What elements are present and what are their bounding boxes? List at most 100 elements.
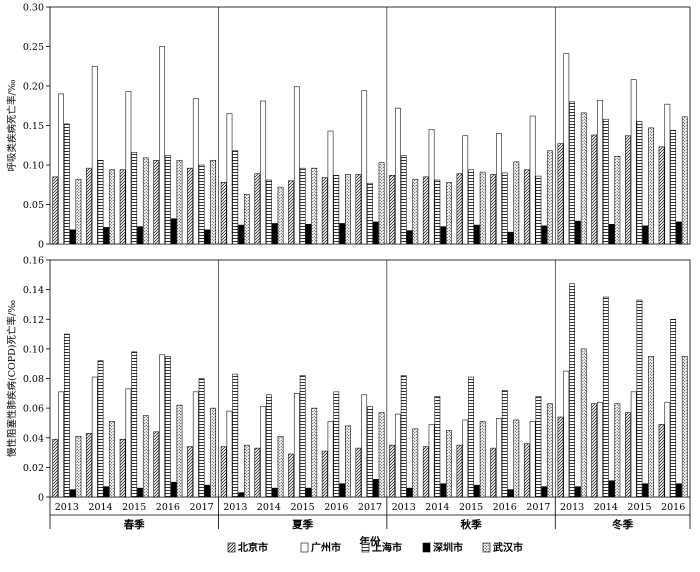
bar-上海市-4 [198, 378, 205, 498]
bar-武汉市-2 [142, 415, 149, 498]
season-label: 春季 [124, 518, 145, 531]
bar-武汉市-3 [176, 159, 183, 245]
bar-广州市-4 [192, 98, 199, 245]
bar-广州市-10 [395, 107, 401, 245]
bar-深圳市-0 [69, 489, 76, 498]
bar-北京市-18 [658, 424, 665, 498]
x-tick-label: 2016 [493, 502, 517, 513]
bar-北京市-3 [153, 159, 160, 245]
bar-深圳市-7 [305, 487, 312, 498]
bar-广州市-9 [361, 90, 368, 245]
bar-武汉市-10 [412, 428, 419, 498]
bar-深圳市-8 [339, 223, 345, 245]
bar-广州市-8 [327, 421, 334, 498]
bar-武汉市-15 [580, 348, 587, 498]
bar-武汉市-4 [210, 407, 217, 498]
bar-上海市-16 [602, 296, 609, 498]
bar-深圳市-8 [339, 483, 345, 498]
bar-深圳市-4 [204, 229, 211, 245]
bar-广州市-12 [462, 135, 469, 245]
bar-北京市-10 [389, 444, 395, 498]
bar-北京市-12 [456, 173, 463, 245]
bar-武汉市-13 [513, 419, 520, 498]
bar-武汉市-0 [75, 435, 82, 498]
bar-北京市-8 [321, 177, 328, 245]
bar-深圳市-13 [507, 489, 514, 498]
bar-深圳市-17 [642, 483, 649, 498]
y-tick-label: 0.02 [23, 463, 44, 474]
bar-武汉市-7 [311, 407, 318, 498]
bar-武汉市-6 [277, 435, 284, 498]
bar-上海市-7 [299, 167, 306, 245]
bar-上海市-5 [232, 373, 239, 498]
legend-swatch-2 [361, 542, 370, 553]
bar-武汉市-5 [243, 193, 250, 245]
bar-上海市-0 [63, 333, 70, 498]
bar-武汉市-11 [446, 430, 452, 498]
bar-广州市-18 [664, 401, 671, 498]
bar-武汉市-13 [513, 161, 520, 245]
bar-武汉市-18 [681, 116, 688, 245]
bar-武汉市-0 [75, 178, 82, 245]
season-label: 夏季 [291, 518, 313, 531]
legend-swatch-4 [482, 542, 491, 553]
y-tick-label: 0.08 [23, 374, 44, 385]
bar-上海市-8 [333, 174, 340, 245]
bar-广州市-16 [597, 99, 603, 245]
bar-北京市-7 [288, 180, 294, 245]
bar-深圳市-17 [642, 225, 649, 245]
season-label: 冬季 [612, 518, 633, 531]
legend-label: 深圳市 [433, 541, 463, 554]
bar-广州市-16 [597, 401, 603, 498]
bar-北京市-1 [86, 433, 92, 498]
bar-深圳市-12 [473, 224, 480, 245]
bar-北京市-0 [52, 176, 59, 245]
bar-北京市-14 [523, 443, 530, 498]
y-tick-label: 0.12 [23, 315, 44, 326]
bar-北京市-13 [490, 447, 497, 498]
bar-深圳市-0 [69, 229, 76, 245]
legend-swatch-1 [300, 542, 309, 553]
bar-上海市-15 [569, 283, 575, 498]
bar-深圳市-4 [204, 484, 211, 498]
bar-广州市-0 [58, 391, 64, 498]
bar-武汉市-8 [345, 174, 351, 245]
bar-广州市-15 [563, 370, 570, 498]
bar-武汉市-4 [210, 159, 217, 245]
bar-上海市-11 [434, 179, 441, 245]
y-tick-label: 0.25 [23, 42, 44, 53]
bar-广州市-11 [428, 129, 435, 245]
bar-上海市-13 [501, 390, 508, 498]
bar-北京市-7 [288, 453, 294, 498]
bar-广州市-14 [529, 421, 536, 498]
bar-广州市-13 [496, 133, 502, 245]
bar-深圳市-1 [103, 486, 110, 498]
y-tick-label: 0.05 [23, 200, 44, 211]
bar-上海市-3 [165, 356, 171, 498]
bar-北京市-12 [456, 444, 463, 498]
bar-广州市-1 [91, 376, 98, 498]
bar-深圳市-16 [608, 223, 615, 245]
legend-swatch-3 [422, 542, 431, 553]
bar-北京市-4 [187, 446, 193, 498]
bar-北京市-4 [187, 167, 193, 245]
bar-广州市-17 [630, 79, 637, 245]
y-tick-label: 0.04 [23, 433, 44, 444]
bar-上海市-3 [165, 155, 171, 245]
bar-深圳市-11 [440, 226, 447, 245]
x-tick-label: 2017 [526, 502, 550, 513]
bar-广州市-10 [395, 413, 401, 498]
bar-上海市-4 [198, 164, 205, 245]
x-tick-label: 2015 [627, 502, 651, 513]
bar-北京市-3 [153, 431, 160, 498]
bar-广州市-17 [630, 391, 637, 498]
bar-上海市-6 [266, 179, 272, 245]
bar-深圳市-10 [406, 487, 413, 498]
x-tick-label: 2013 [55, 502, 79, 513]
bar-深圳市-6 [271, 223, 278, 245]
bar-上海市-12 [468, 169, 474, 245]
bar-广州市-7 [293, 393, 300, 498]
bar-深圳市-2 [137, 226, 143, 245]
x-tick-label: 2016 [324, 502, 348, 513]
bar-深圳市-9 [372, 221, 379, 245]
